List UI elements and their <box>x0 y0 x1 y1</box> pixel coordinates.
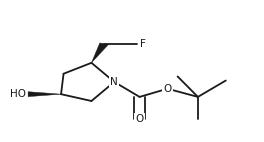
Polygon shape <box>28 92 61 97</box>
Polygon shape <box>91 43 109 63</box>
Text: O: O <box>163 84 172 94</box>
Text: O: O <box>135 114 144 124</box>
Text: N: N <box>110 77 118 87</box>
Text: F: F <box>140 39 145 49</box>
Text: HO: HO <box>10 89 26 99</box>
